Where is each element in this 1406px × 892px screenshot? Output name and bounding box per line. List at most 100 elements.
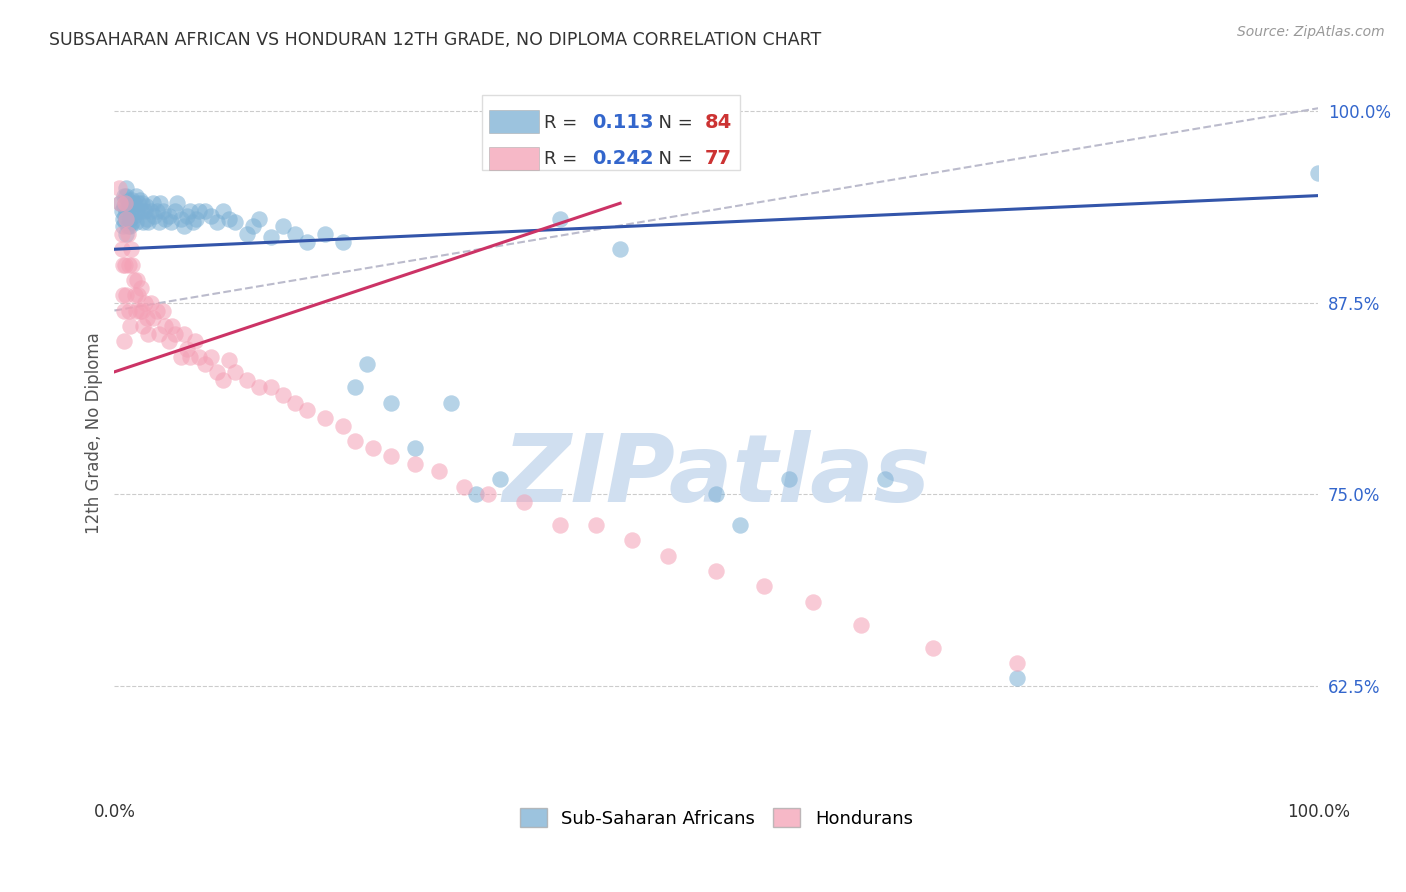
Point	[110, 196, 132, 211]
Point	[142, 311, 165, 326]
Point	[111, 242, 134, 256]
Point	[122, 209, 145, 223]
Point	[211, 203, 233, 218]
Point	[224, 214, 246, 228]
Point	[284, 227, 307, 241]
Point	[115, 188, 138, 202]
Point	[260, 230, 283, 244]
Point	[247, 211, 270, 226]
Point	[135, 199, 157, 213]
Point	[429, 465, 451, 479]
Point	[205, 214, 228, 228]
Text: SUBSAHARAN AFRICAN VS HONDURAN 12TH GRADE, NO DIPLOMA CORRELATION CHART: SUBSAHARAN AFRICAN VS HONDURAN 12TH GRAD…	[49, 31, 821, 49]
Point	[111, 288, 134, 302]
Point	[111, 227, 134, 241]
Text: 0.113: 0.113	[592, 113, 654, 132]
Point	[176, 342, 198, 356]
Point	[314, 410, 336, 425]
Point	[111, 211, 134, 226]
Point	[477, 487, 499, 501]
Point	[488, 472, 510, 486]
Point	[922, 640, 945, 655]
Text: N =: N =	[647, 150, 697, 168]
Point	[114, 196, 136, 211]
Point	[120, 318, 142, 333]
Point	[128, 303, 150, 318]
Point	[548, 518, 571, 533]
Point	[122, 196, 145, 211]
Point	[332, 418, 354, 433]
Point	[142, 196, 165, 211]
Point	[118, 303, 141, 318]
Point	[148, 326, 170, 341]
Point	[585, 518, 607, 533]
Point	[179, 350, 201, 364]
Point	[114, 258, 136, 272]
Point	[512, 495, 534, 509]
Point	[1007, 656, 1029, 670]
Point	[148, 214, 170, 228]
Point	[117, 219, 139, 234]
Point	[149, 196, 172, 211]
Point	[135, 311, 157, 326]
Point	[112, 334, 135, 349]
Point	[111, 203, 134, 218]
Point	[160, 214, 183, 228]
Point	[111, 219, 134, 234]
Point	[115, 288, 138, 302]
Point	[125, 303, 148, 318]
Point	[314, 227, 336, 241]
Point	[115, 211, 138, 226]
Point	[332, 235, 354, 249]
Point	[184, 334, 207, 349]
Text: Source: ZipAtlas.com: Source: ZipAtlas.com	[1237, 25, 1385, 39]
Point	[136, 214, 159, 228]
Point	[169, 350, 191, 364]
Point	[218, 352, 240, 367]
Point	[173, 219, 195, 234]
Point	[120, 203, 142, 218]
Point	[153, 211, 176, 226]
Point	[205, 365, 228, 379]
Point	[124, 288, 146, 302]
Point	[187, 350, 209, 364]
Text: 0.242: 0.242	[592, 149, 654, 169]
Point	[115, 203, 138, 218]
Point	[181, 214, 204, 228]
Point	[125, 214, 148, 228]
Point	[145, 203, 167, 218]
Point	[704, 487, 727, 501]
Point	[548, 211, 571, 226]
Point	[271, 219, 294, 234]
Point	[122, 273, 145, 287]
Point	[173, 326, 195, 341]
Point	[115, 181, 138, 195]
Point	[621, 533, 644, 548]
Point	[1007, 672, 1029, 686]
Text: ZIPatlas: ZIPatlas	[502, 430, 931, 523]
Point	[152, 303, 174, 318]
Point	[160, 318, 183, 333]
Point	[187, 203, 209, 218]
Point	[152, 203, 174, 218]
Point	[176, 209, 198, 223]
Point	[236, 227, 259, 241]
Point	[114, 214, 136, 228]
Point	[127, 273, 149, 287]
Point	[730, 518, 752, 533]
Point	[247, 380, 270, 394]
Point	[380, 449, 402, 463]
Point	[166, 196, 188, 211]
Point	[704, 564, 727, 578]
Point	[127, 196, 149, 211]
FancyBboxPatch shape	[489, 111, 540, 134]
FancyBboxPatch shape	[482, 95, 741, 170]
Point	[194, 357, 217, 371]
Point	[120, 211, 142, 226]
Point	[801, 595, 824, 609]
Point	[380, 395, 402, 409]
Point	[778, 472, 800, 486]
Y-axis label: 12th Grade, No Diploma: 12th Grade, No Diploma	[86, 333, 103, 534]
Point	[117, 227, 139, 241]
Point	[284, 395, 307, 409]
